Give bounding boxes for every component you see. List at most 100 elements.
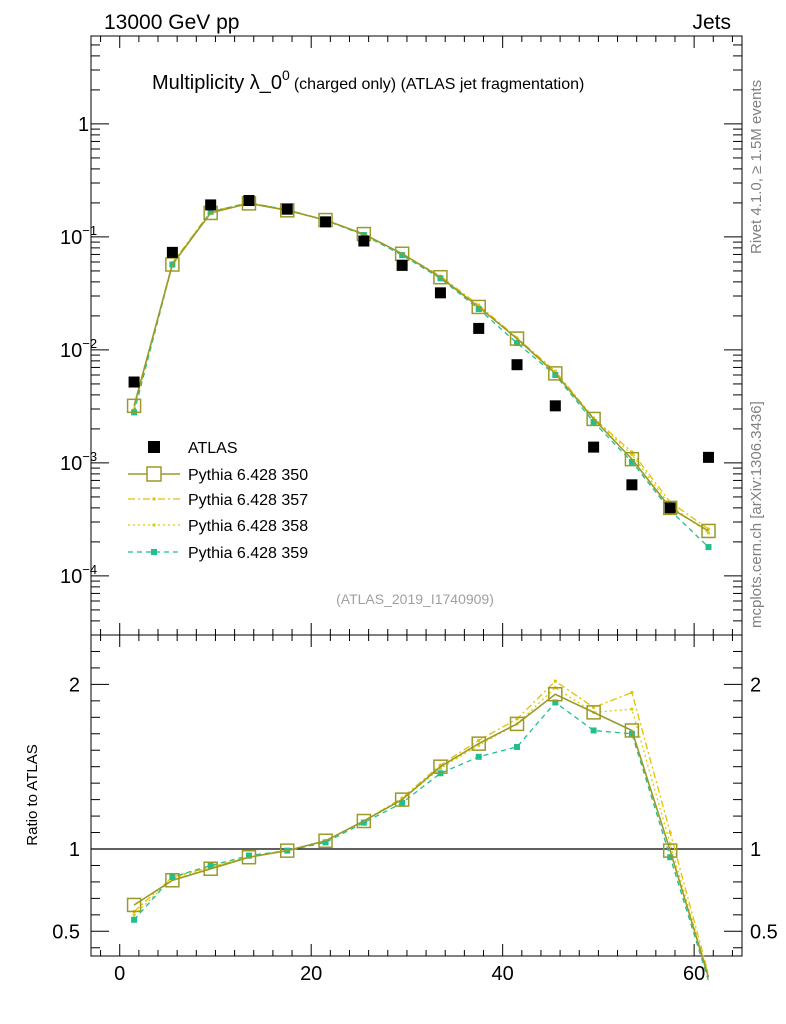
marker-p358 — [706, 531, 711, 535]
x-tick-label: 20 — [300, 963, 322, 985]
data-point — [320, 216, 332, 228]
series-line-p358 — [133, 202, 709, 534]
data-point — [243, 195, 255, 207]
ratio-axes: 0 20 40 60 0.5 0.5 1 1 2 2 — [52, 635, 778, 985]
data-point — [588, 441, 600, 453]
rivet-label: Rivet 4.1.0, ≥ 1.5M events — [748, 80, 765, 254]
analysis-tag: (ATLAS_2019_I1740909) — [336, 591, 494, 607]
marker-p359 — [590, 419, 597, 426]
ratio-marker-p358 — [630, 707, 634, 711]
ratio-marker-p350 — [394, 792, 410, 807]
ratio-marker-p359 — [245, 852, 252, 859]
legend: ATLAS Pythia 6.428 350 Pythia 6.428 357 Pyt… — [128, 440, 308, 562]
marker-p359 — [552, 371, 559, 378]
ratio-marker-p350 — [126, 897, 142, 913]
x-tick-label: 60 — [683, 963, 705, 985]
main-series — [126, 195, 716, 551]
ratio-marker-p359 — [628, 730, 635, 737]
ratio-marker-p350 — [165, 873, 180, 888]
x-tick-label: 40 — [492, 963, 514, 985]
main-axes: 1 10−1 10−2 10−3 10−4 — [60, 35, 742, 636]
ratio-marker-p357 — [668, 830, 672, 835]
data-point — [166, 246, 178, 258]
marker-p359 — [207, 208, 214, 215]
ratio-marker-p350 — [624, 723, 640, 738]
data-point — [473, 322, 485, 334]
data-point — [626, 479, 638, 491]
y-tick-label: 10−3 — [60, 449, 97, 475]
legend-label: Pythia 6.428 359 — [188, 545, 308, 562]
ratio-marker-p350 — [356, 813, 372, 829]
ratio-marker-p350 — [509, 716, 525, 732]
ratio-marker-p350 — [318, 833, 333, 849]
ratio-marker-p350 — [241, 849, 257, 865]
ratio-series — [126, 679, 710, 981]
series-line-p359 — [133, 202, 709, 548]
marker-p359 — [514, 340, 521, 347]
header-left: 13000 GeV pp — [104, 11, 239, 34]
marker-p359 — [399, 252, 406, 259]
legend-label: Pythia 6.428 358 — [188, 518, 308, 535]
y-tick-label-right: 2 — [750, 674, 761, 696]
ratio-marker-p359 — [360, 819, 367, 826]
data-point — [664, 502, 676, 514]
y-tick-label-right: 1 — [750, 839, 761, 861]
legend-label: ATLAS — [188, 440, 238, 457]
legend-marker-data — [148, 441, 160, 453]
data-point — [434, 287, 446, 299]
marker-p358 — [630, 453, 634, 457]
ratio-line-p350 — [133, 693, 710, 978]
ratio-marker-p359 — [552, 699, 559, 706]
ratio-line-p357 — [133, 680, 710, 975]
data-point — [549, 400, 561, 412]
ratio-line-p359 — [133, 701, 710, 981]
marker-p350 — [165, 257, 180, 272]
plot-title: Multiplicity λ_00(charged only) (ATLAS j… — [152, 67, 584, 94]
legend-label: Pythia 6.428 350 — [188, 467, 308, 484]
ratio-marker-p359 — [475, 753, 482, 760]
y-tick-label-right: 0.5 — [750, 921, 778, 943]
marker-p350 — [624, 451, 640, 467]
mcplots-label: mcplots.cern.ch [arXiv:1306.3436] — [748, 401, 765, 628]
ratio-marker-p350 — [433, 759, 448, 774]
header-right: Jets — [692, 11, 731, 34]
y-tick-label: 10−2 — [60, 336, 97, 362]
y-tick-label: 1 — [78, 114, 89, 136]
ratio-line-p358 — [133, 686, 710, 976]
marker-p359 — [705, 544, 712, 551]
ratio-marker-p359 — [131, 916, 138, 923]
ratio-marker-p359 — [322, 839, 329, 846]
ratio-marker-p350 — [203, 861, 218, 877]
legend-marker-p350 — [146, 466, 162, 482]
y-tick-label-left: 0.5 — [52, 921, 80, 943]
ratio-marker-p350 — [471, 736, 486, 751]
legend-marker-p357 — [152, 497, 156, 501]
data-point — [511, 359, 523, 371]
y-tick-label-left: 1 — [69, 839, 80, 861]
ratio-marker-p357 — [553, 679, 557, 683]
data-point — [358, 235, 370, 247]
ratio-marker-p357 — [477, 738, 481, 742]
ratio-marker-p350 — [662, 843, 678, 858]
ratio-marker-p350 — [548, 687, 563, 702]
data-point — [205, 199, 217, 211]
data-point — [702, 451, 714, 463]
marker-p350 — [586, 411, 601, 427]
marker-p350 — [509, 331, 525, 346]
marker-p359 — [475, 306, 482, 313]
ratio-marker-p359 — [169, 873, 176, 880]
ratio-plot-frame — [90, 634, 743, 957]
marker-p350 — [662, 500, 678, 516]
data-point — [128, 376, 140, 388]
marker-p350 — [701, 523, 716, 539]
legend-marker-p358 — [152, 523, 156, 527]
y-tick-label-left: 2 — [69, 674, 80, 696]
ratio-marker-p350 — [586, 705, 601, 720]
ratio-marker-p358 — [132, 913, 136, 917]
series-line-p350 — [133, 202, 709, 532]
ratio-y-label: Ratio to ATLAS — [24, 744, 41, 845]
ratio-marker-p359 — [399, 799, 406, 806]
data-point — [281, 203, 293, 215]
ratio-marker-p359 — [514, 743, 521, 750]
